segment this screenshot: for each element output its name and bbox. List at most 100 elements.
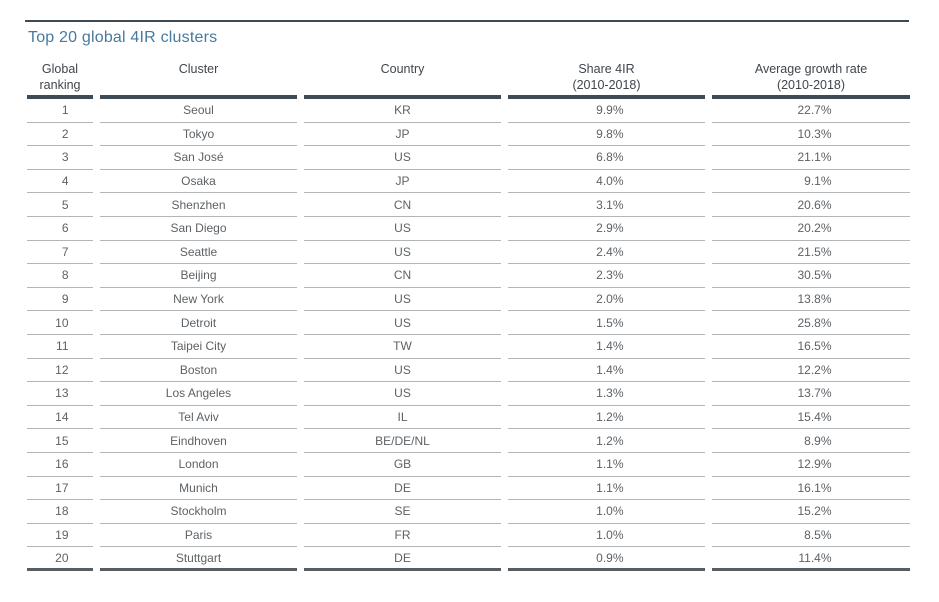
table-title: Top 20 global 4IR clusters xyxy=(28,29,218,46)
cell-share: 1.3% xyxy=(508,382,705,406)
cell-growth: 21.1% xyxy=(712,146,910,170)
cell-country: BE/DE/NL xyxy=(304,429,501,453)
table-row: 16 London GB 1.1% 12.9% xyxy=(27,453,939,477)
cell-share: 1.1% xyxy=(508,453,705,477)
cell-growth: 15.4% xyxy=(712,406,910,430)
cell-rank: 14 xyxy=(27,406,93,430)
cell-cluster: London xyxy=(100,453,297,477)
table-header-row: Global ranking Cluster Country Share 4IR… xyxy=(27,61,939,99)
table-row: 20 Stuttgart DE 0.9% 11.4% xyxy=(27,547,939,571)
cell-cluster: Stockholm xyxy=(100,500,297,524)
cell-rank: 13 xyxy=(27,382,93,406)
cell-share: 2.4% xyxy=(508,241,705,265)
cell-rank: 1 xyxy=(27,99,93,123)
cell-country: JP xyxy=(304,170,501,194)
cell-country: US xyxy=(304,217,501,241)
cell-share: 1.2% xyxy=(508,429,705,453)
cell-cluster: Osaka xyxy=(100,170,297,194)
cell-rank: 16 xyxy=(27,453,93,477)
cell-country: US xyxy=(304,311,501,335)
table-row: 15 Eindhoven BE/DE/NL 1.2% 8.9% xyxy=(27,429,939,453)
cell-cluster: Munich xyxy=(100,477,297,501)
cell-cluster: Seattle xyxy=(100,241,297,265)
cell-growth: 10.3% xyxy=(712,123,910,147)
cell-share: 9.8% xyxy=(508,123,705,147)
cell-growth: 12.9% xyxy=(712,453,910,477)
cell-country: US xyxy=(304,359,501,383)
table-row: 11 Taipei City TW 1.4% 16.5% xyxy=(27,335,939,359)
cell-cluster: Seoul xyxy=(100,99,297,123)
cell-share: 2.0% xyxy=(508,288,705,312)
cell-growth: 25.8% xyxy=(712,311,910,335)
cell-cluster: Detroit xyxy=(100,311,297,335)
top-rule xyxy=(25,20,909,22)
cell-country: US xyxy=(304,241,501,265)
cell-share: 9.9% xyxy=(508,99,705,123)
cell-share: 1.1% xyxy=(508,477,705,501)
cell-growth: 20.6% xyxy=(712,193,910,217)
cell-country: JP xyxy=(304,123,501,147)
cell-growth: 16.1% xyxy=(712,477,910,501)
cell-country: DE xyxy=(304,547,501,571)
cell-rank: 17 xyxy=(27,477,93,501)
cell-growth: 15.2% xyxy=(712,500,910,524)
column-header-share-4ir: Share 4IR (2010-2018) xyxy=(508,61,705,99)
cell-share: 4.0% xyxy=(508,170,705,194)
cell-cluster: San Diego xyxy=(100,217,297,241)
cell-cluster: Shenzhen xyxy=(100,193,297,217)
cell-cluster: Stuttgart xyxy=(100,547,297,571)
table-row: 19 Paris FR 1.0% 8.5% xyxy=(27,524,939,548)
cell-cluster: Los Angeles xyxy=(100,382,297,406)
cell-share: 6.8% xyxy=(508,146,705,170)
table-row: 17 Munich DE 1.1% 16.1% xyxy=(27,477,939,501)
cell-growth: 16.5% xyxy=(712,335,910,359)
cell-rank: 2 xyxy=(27,123,93,147)
cell-cluster: Eindhoven xyxy=(100,429,297,453)
cell-rank: 4 xyxy=(27,170,93,194)
cell-growth: 22.7% xyxy=(712,99,910,123)
cell-rank: 18 xyxy=(27,500,93,524)
cell-growth: 8.9% xyxy=(712,429,910,453)
cell-share: 1.4% xyxy=(508,359,705,383)
cell-growth: 11.4% xyxy=(712,547,910,571)
cell-growth: 12.2% xyxy=(712,359,910,383)
cell-country: CN xyxy=(304,193,501,217)
cell-growth: 8.5% xyxy=(712,524,910,548)
cell-cluster: Paris xyxy=(100,524,297,548)
cell-rank: 11 xyxy=(27,335,93,359)
column-header-country: Country xyxy=(304,61,501,99)
column-header-cluster: Cluster xyxy=(100,61,297,99)
cell-country: FR xyxy=(304,524,501,548)
column-header-growth-rate: Average growth rate (2010-2018) xyxy=(712,61,910,99)
cell-cluster: Tokyo xyxy=(100,123,297,147)
cell-country: US xyxy=(304,146,501,170)
cell-cluster: Taipei City xyxy=(100,335,297,359)
cell-cluster: Tel Aviv xyxy=(100,406,297,430)
table-row: 7 Seattle US 2.4% 21.5% xyxy=(27,241,939,265)
table-row: 1 Seoul KR 9.9% 22.7% xyxy=(27,99,939,123)
cell-rank: 10 xyxy=(27,311,93,335)
cell-cluster: New York xyxy=(100,288,297,312)
cell-rank: 12 xyxy=(27,359,93,383)
table-row: 4 Osaka JP 4.0% 9.1% xyxy=(27,170,939,194)
cell-share: 1.2% xyxy=(508,406,705,430)
cell-growth: 20.2% xyxy=(712,217,910,241)
cell-rank: 20 xyxy=(27,547,93,571)
cell-share: 3.1% xyxy=(508,193,705,217)
column-header-global-ranking: Global ranking xyxy=(27,61,93,99)
cell-cluster: Beijing xyxy=(100,264,297,288)
cell-cluster: Boston xyxy=(100,359,297,383)
cell-rank: 19 xyxy=(27,524,93,548)
cell-growth: 13.8% xyxy=(712,288,910,312)
table-row: 10 Detroit US 1.5% 25.8% xyxy=(27,311,939,335)
cell-share: 2.3% xyxy=(508,264,705,288)
cell-share: 1.5% xyxy=(508,311,705,335)
table-row: 12 Boston US 1.4% 12.2% xyxy=(27,359,939,383)
cell-country: CN xyxy=(304,264,501,288)
table-row: 9 New York US 2.0% 13.8% xyxy=(27,288,939,312)
cell-country: SE xyxy=(304,500,501,524)
table-row: 6 San Diego US 2.9% 20.2% xyxy=(27,217,939,241)
table-row: 2 Tokyo JP 9.8% 10.3% xyxy=(27,123,939,147)
cell-country: IL xyxy=(304,406,501,430)
cell-rank: 8 xyxy=(27,264,93,288)
